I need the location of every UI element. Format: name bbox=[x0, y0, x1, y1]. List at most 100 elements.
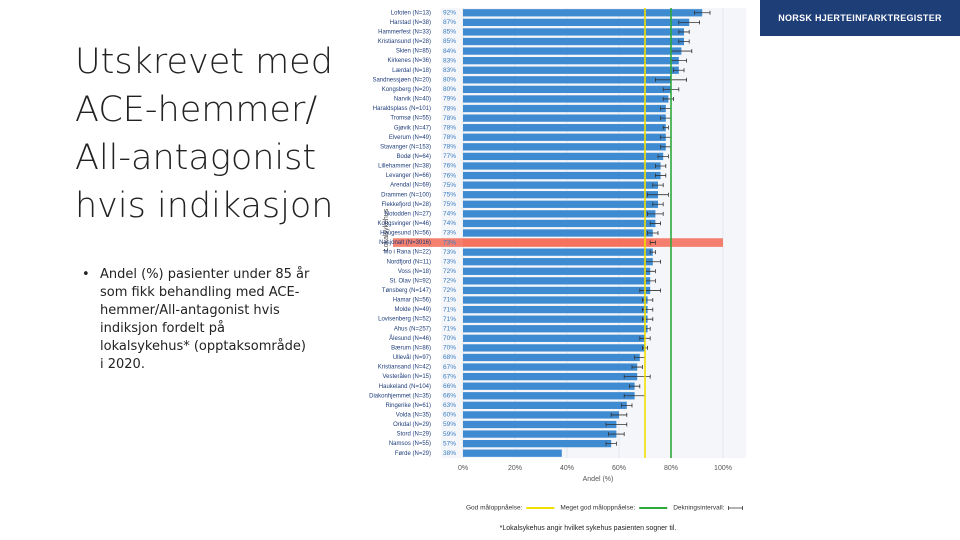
value-label: 76% bbox=[443, 163, 456, 170]
bar bbox=[463, 248, 653, 256]
category-label: Nasjonalt (N=3016) bbox=[379, 240, 431, 246]
category-label: Vesterålen (N=15) bbox=[382, 373, 431, 380]
value-label: 84% bbox=[443, 48, 456, 55]
value-label: 70% bbox=[443, 335, 456, 342]
category-label: Nordfjord (N=11) bbox=[387, 259, 431, 265]
category-label: Kristiansand (N=42) bbox=[378, 365, 431, 371]
category-label: Bodø (N=64) bbox=[396, 154, 431, 160]
x-tick-label: 0% bbox=[458, 465, 468, 472]
value-label: 80% bbox=[443, 77, 456, 84]
value-label: 70% bbox=[443, 345, 456, 352]
error-bar bbox=[652, 183, 664, 188]
x-tick-label: 100% bbox=[714, 465, 732, 472]
slide-title: Utskrevet med ACE-hemmer/All-antagonist hv… bbox=[75, 38, 333, 230]
category-label: Ullevål (N=97) bbox=[393, 354, 431, 361]
value-label: 59% bbox=[443, 431, 456, 438]
error-bar bbox=[652, 202, 664, 207]
value-label: 73% bbox=[443, 239, 456, 246]
y-axis-label: Lokalsykehus bbox=[383, 208, 390, 251]
bar bbox=[463, 57, 679, 65]
error-bar bbox=[605, 441, 617, 446]
category-label: Stavanger (N=153) bbox=[380, 144, 431, 150]
bar bbox=[463, 430, 617, 438]
category-label: Hamar (N=56) bbox=[393, 298, 431, 304]
category-label: Bærum (N=86) bbox=[391, 345, 431, 351]
bar bbox=[463, 171, 661, 180]
bar bbox=[463, 440, 612, 448]
value-label: 72% bbox=[443, 268, 456, 275]
error-bar bbox=[647, 211, 664, 216]
value-label: 80% bbox=[443, 86, 456, 93]
category-label: Harstad (N=38) bbox=[390, 20, 431, 26]
value-label: 73% bbox=[443, 230, 456, 237]
logo-text: NORSK HJERTEINFARKTREGISTER bbox=[778, 13, 942, 23]
title-line: Utskrevet med bbox=[75, 42, 333, 82]
category-label: Orkdal (N=29) bbox=[393, 422, 431, 428]
value-label: 78% bbox=[443, 134, 456, 141]
bar bbox=[463, 28, 684, 36]
bar bbox=[463, 392, 635, 400]
category-label: Elverum (N=49) bbox=[389, 135, 431, 141]
legend-label: Meget god måloppnåelse: bbox=[560, 504, 635, 512]
bar bbox=[463, 152, 664, 161]
category-label: Mo i Rana (N=22) bbox=[383, 250, 431, 256]
bar bbox=[463, 238, 653, 247]
value-label: 83% bbox=[443, 57, 456, 64]
x-tick-label: 60% bbox=[612, 465, 626, 472]
error-bar bbox=[629, 384, 641, 389]
error-bar bbox=[647, 192, 669, 197]
value-label: 60% bbox=[443, 412, 456, 419]
category-label: Diakonhjemmet (N=35) bbox=[369, 393, 431, 399]
error-bar bbox=[605, 422, 628, 427]
category-label: Stord (N=29) bbox=[396, 432, 431, 438]
bar bbox=[463, 258, 653, 266]
bar bbox=[463, 334, 645, 342]
category-label: Kirkenes (N=36) bbox=[387, 58, 431, 64]
value-label: 77% bbox=[443, 153, 456, 160]
bullet-dot: • bbox=[82, 267, 90, 282]
category-label: Tønsberg (N=147) bbox=[382, 288, 431, 294]
title-line: hvis indikasjon bbox=[75, 186, 334, 226]
legend-label: God måloppnåelse: bbox=[466, 504, 523, 512]
category-label: Volda (N=35) bbox=[396, 412, 431, 418]
category-label: Skien (N=85) bbox=[396, 49, 431, 55]
value-label: 63% bbox=[443, 402, 456, 409]
bar bbox=[463, 401, 627, 409]
value-label: 59% bbox=[443, 421, 456, 428]
bullet-line: som fikk behandling med ACE- bbox=[100, 285, 300, 300]
value-label: 78% bbox=[443, 124, 456, 131]
bar bbox=[463, 315, 648, 323]
category-label: Flekkefjord (N=28) bbox=[381, 202, 431, 208]
bar bbox=[463, 76, 671, 84]
bar bbox=[463, 95, 669, 103]
category-label: Haraldsplass (N=101) bbox=[373, 106, 431, 112]
title-line: ACE-hemmer/ bbox=[75, 90, 318, 130]
value-label: 38% bbox=[443, 450, 456, 457]
category-label: Molde (N=49) bbox=[394, 307, 431, 313]
value-label: 74% bbox=[443, 211, 456, 218]
category-label: Ålesund (N=46) bbox=[389, 335, 431, 342]
bullet: • Andel (%) pasienter under 85 år som fikk… bbox=[82, 266, 342, 374]
category-label: Tromsø (N=55) bbox=[390, 116, 431, 122]
legend-swatch bbox=[728, 506, 743, 510]
bar bbox=[463, 200, 658, 208]
category-label: Ahus (N=257) bbox=[394, 326, 431, 332]
bar bbox=[463, 353, 640, 362]
category-label: Ringerike (N=61) bbox=[385, 403, 431, 409]
bar bbox=[463, 305, 648, 314]
x-axis-label: Andel (%) bbox=[583, 476, 614, 483]
error-bar bbox=[673, 68, 685, 73]
value-label: 92% bbox=[443, 10, 456, 17]
error-bar bbox=[655, 163, 667, 168]
bar bbox=[463, 229, 653, 237]
category-label: Gjøvik (N=47) bbox=[394, 125, 431, 131]
bar bbox=[463, 267, 651, 275]
value-label: 75% bbox=[443, 191, 456, 198]
category-label: Voss (N=18) bbox=[398, 269, 431, 275]
bar bbox=[463, 286, 651, 295]
value-label: 71% bbox=[443, 297, 456, 304]
value-label: 83% bbox=[443, 67, 456, 74]
error-bar bbox=[649, 221, 661, 226]
error-bar bbox=[662, 96, 674, 101]
value-label: 73% bbox=[443, 249, 456, 256]
